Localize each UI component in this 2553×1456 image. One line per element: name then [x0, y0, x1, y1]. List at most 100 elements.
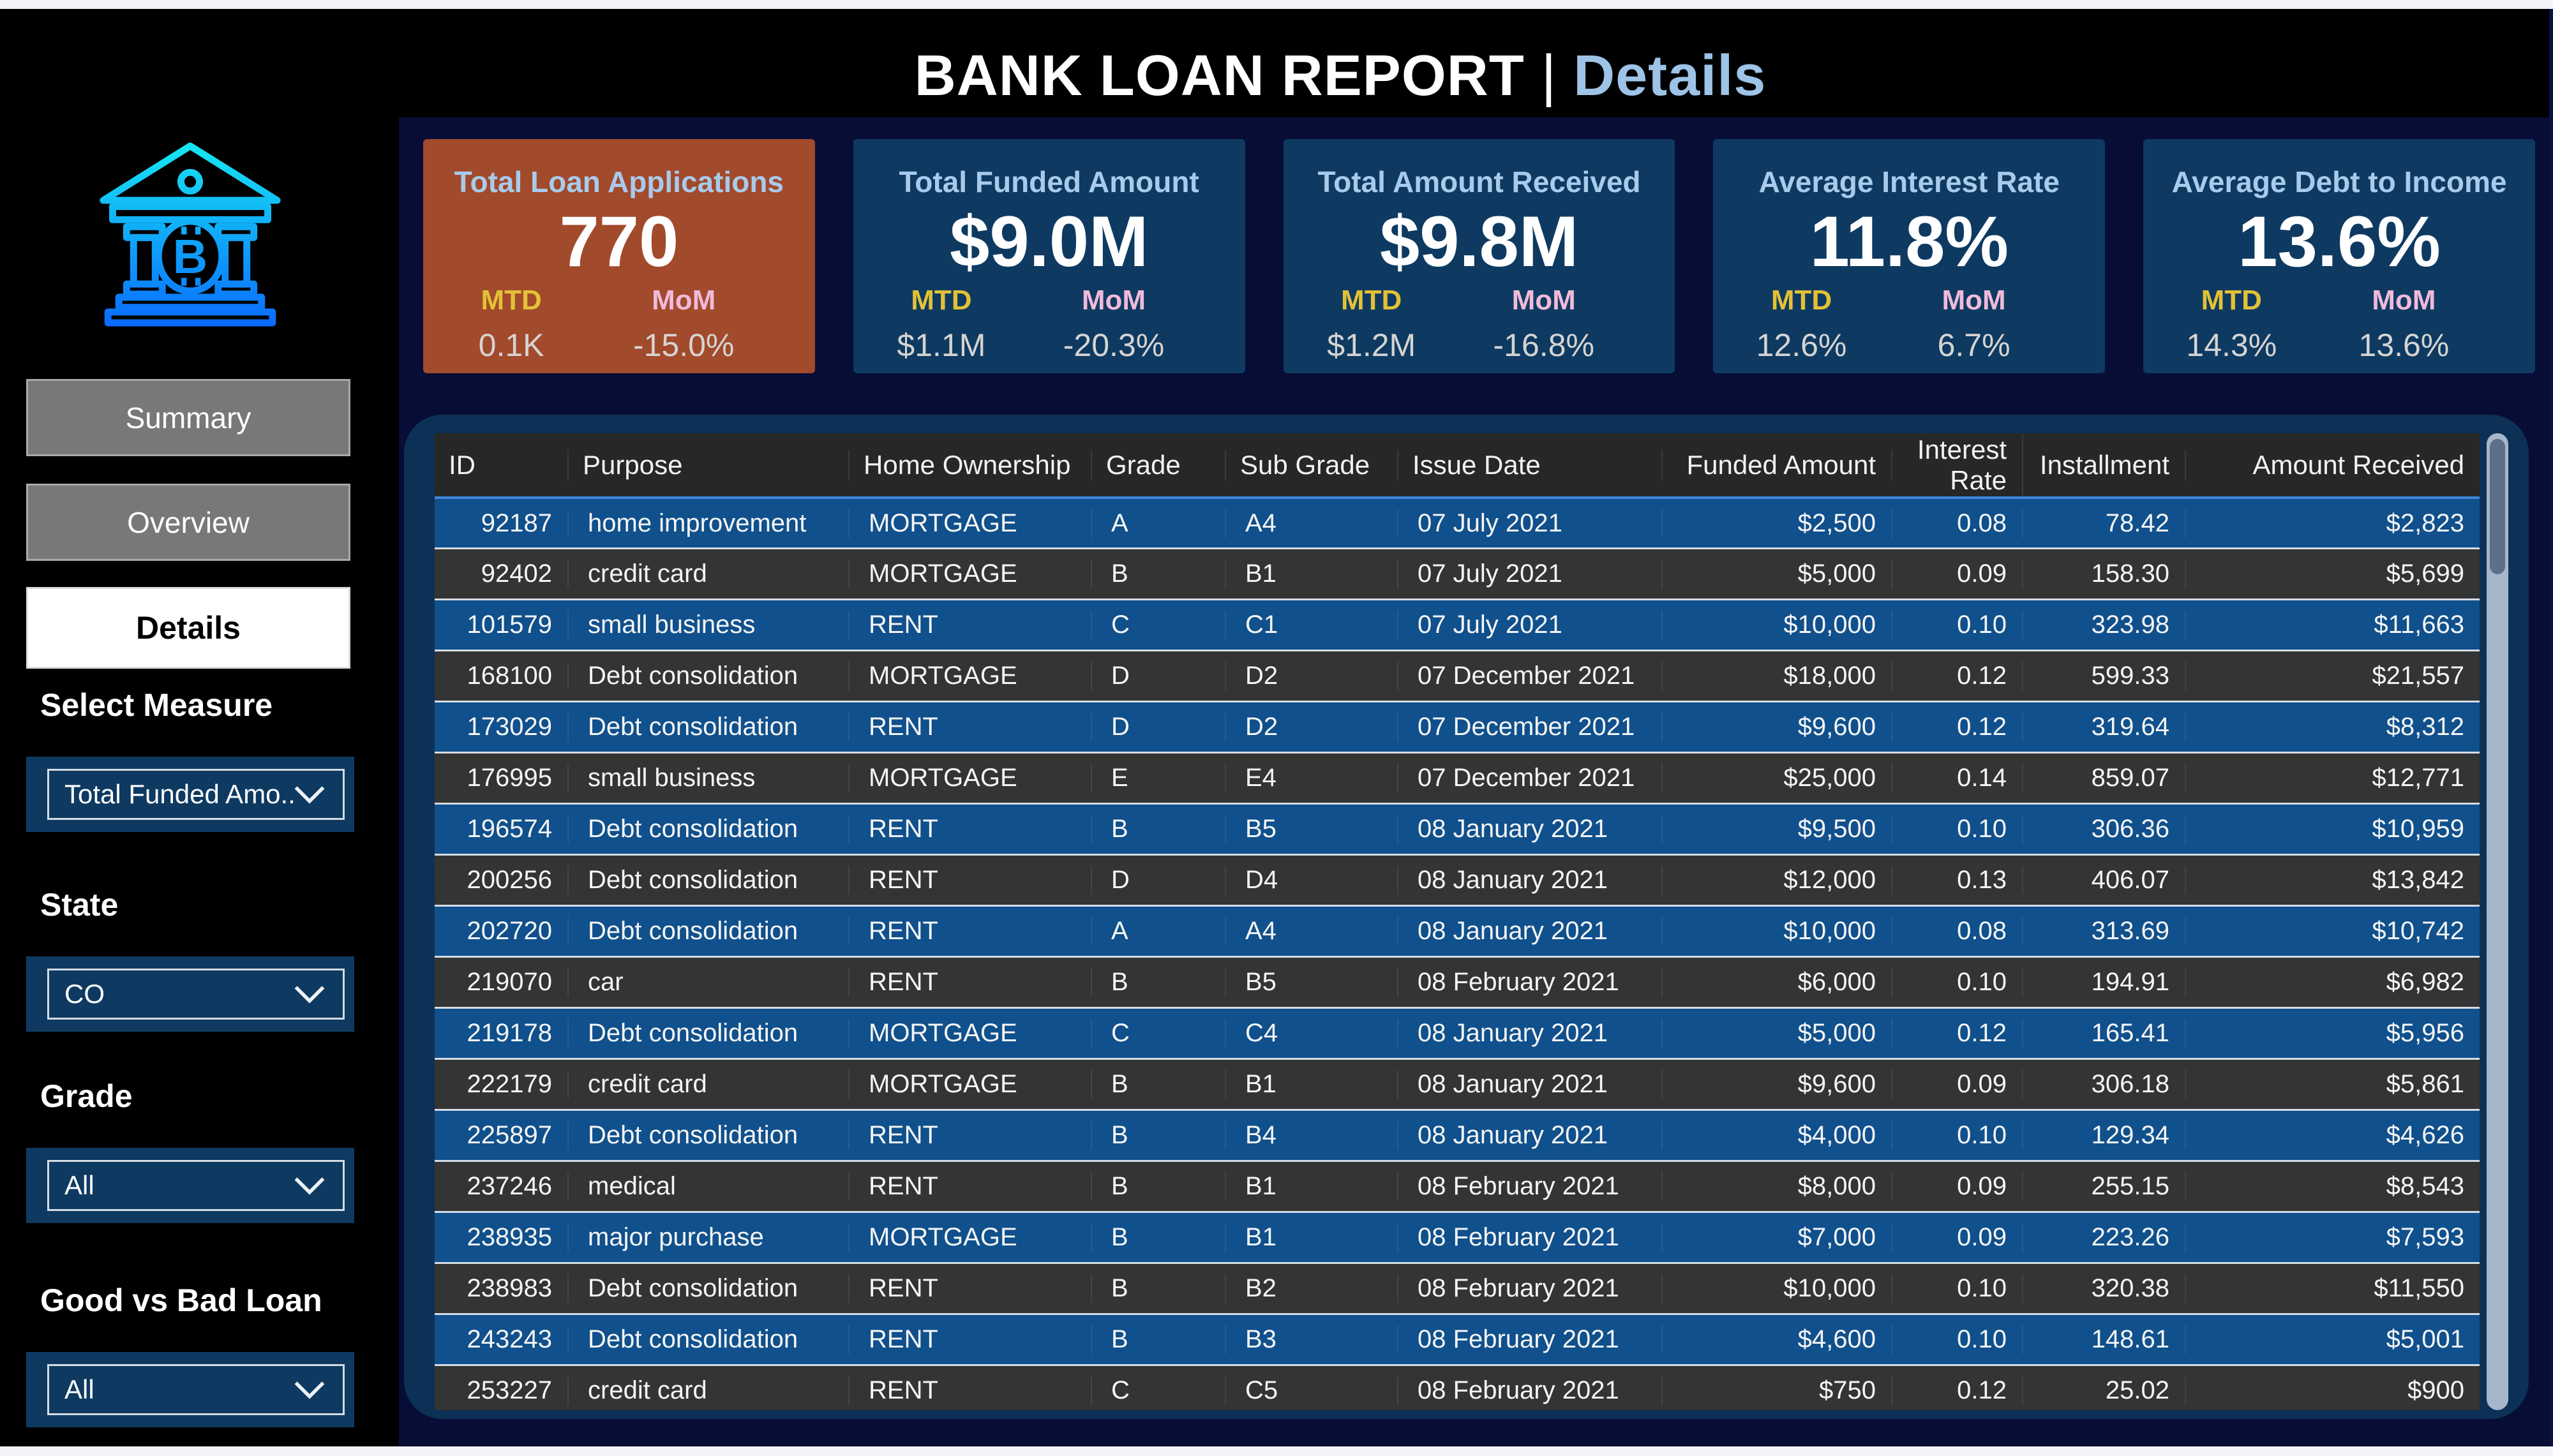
kpi-mom-block: MoM 6.7% — [1890, 285, 2058, 364]
column-header-grade[interactable]: Grade — [1092, 449, 1226, 480]
table-scrollbar[interactable] — [2487, 433, 2508, 1410]
filter-label: Grade — [40, 1078, 133, 1114]
table-row[interactable]: 238935 major purchase MORTGAGE B B1 08 Februa… — [435, 1211, 2480, 1262]
table-row[interactable]: 92402 credit card MORTGAGE B B1 07 July 2021 $… — [435, 547, 2480, 598]
table-row[interactable]: 176995 small business MORTGAGE E E4 07 Decemb… — [435, 752, 2480, 803]
table-cell: 92402 — [435, 560, 569, 588]
nav-button-overview[interactable]: Overview — [26, 484, 350, 561]
table-row[interactable]: 200256 Debt consolidation RENT D D4 08 Januar… — [435, 854, 2480, 905]
table-row[interactable]: 196574 Debt consolidation RENT B B5 08 Januar… — [435, 803, 2480, 854]
kpi-card-total-funded-amount[interactable]: Total Funded Amount $9.0M MTD $1.1M MoM -20.3… — [853, 139, 1245, 373]
nav-button-details[interactable]: Details — [26, 587, 350, 669]
table-cell: 237246 — [435, 1172, 569, 1201]
filter-good-vs-bad-loan-dropdown[interactable]: All — [26, 1352, 354, 1427]
table-cell: $6,000 — [1663, 968, 1892, 997]
table-cell: A — [1092, 917, 1226, 946]
column-header-id[interactable]: ID — [435, 449, 569, 480]
column-header-home-ownership[interactable]: Home Ownership — [850, 449, 1092, 480]
table-cell: $18,000 — [1663, 662, 1892, 690]
table-cell: 255.15 — [2023, 1172, 2186, 1201]
dropdown-box[interactable]: CO — [47, 969, 345, 1020]
table-cell: $10,000 — [1663, 917, 1892, 946]
table-row[interactable]: 253227 credit card RENT C C5 08 February 2021… — [435, 1364, 2480, 1410]
table-cell: C — [1092, 1376, 1226, 1405]
filter-grade-dropdown[interactable]: All — [26, 1148, 354, 1223]
table-cell: 194.91 — [2023, 968, 2186, 997]
table-cell: B4 — [1226, 1121, 1398, 1150]
kpi-card-average-interest-rate[interactable]: Average Interest Rate 11.8% MTD 12.6% MoM 6.7… — [1713, 139, 2106, 373]
table-row[interactable]: 168100 Debt consolidation MORTGAGE D D2 07 De… — [435, 650, 2480, 701]
dropdown-box[interactable]: All — [47, 1160, 345, 1211]
table-row[interactable]: 238983 Debt consolidation RENT B B2 08 Februa… — [435, 1262, 2480, 1313]
table-cell: 25.02 — [2023, 1376, 2186, 1405]
table-cell: 0.12 — [1892, 662, 2023, 690]
table-cell: 222179 — [435, 1070, 569, 1099]
table-cell: 129.34 — [2023, 1121, 2186, 1150]
table-cell: $21,557 — [2372, 662, 2464, 690]
table-cell: 07 July 2021 — [1398, 611, 1663, 639]
kpi-card-average-debt-to-income[interactable]: Average Debt to Income 13.6% MTD 14.3% MoM 13… — [2143, 139, 2535, 373]
filter-label: Select Measure — [40, 687, 273, 723]
table-cell: 07 December 2021 — [1398, 713, 1663, 741]
table-row[interactable]: 173029 Debt consolidation RENT D D2 07 Decemb… — [435, 701, 2480, 752]
table-cell: C5 — [1226, 1376, 1398, 1405]
table-cell: 0.12 — [1892, 1376, 2023, 1405]
mom-label: MoM — [1081, 285, 1146, 316]
column-header-installment[interactable]: Installment — [2023, 449, 2186, 480]
table-row[interactable]: 101579 small business RENT C C1 07 July 2021 $… — [435, 598, 2480, 650]
table-cell: major purchase — [569, 1223, 850, 1252]
table-row[interactable]: 237246 medical RENT B B1 08 February 2021 $8,0… — [435, 1160, 2480, 1211]
table-row[interactable]: 219178 Debt consolidation MORTGAGE C C4 08 Ja… — [435, 1007, 2480, 1058]
table-cell: $7,000 — [1663, 1223, 1892, 1252]
column-header-issue-date[interactable]: Issue Date — [1398, 449, 1663, 480]
table-cell: B2 — [1226, 1274, 1398, 1303]
table-row[interactable]: 243243 Debt consolidation RENT B B3 08 Februa… — [435, 1313, 2480, 1364]
table-cell: A4 — [1226, 509, 1398, 538]
table-cell: $8,000 — [1663, 1172, 1892, 1201]
filter-state-dropdown[interactable]: CO — [26, 956, 354, 1032]
column-header-purpose[interactable]: Purpose — [569, 449, 850, 480]
table-cell: $750 — [1663, 1376, 1892, 1405]
table-cell: D — [1092, 662, 1226, 690]
kpi-card-title: Total Loan Applications — [454, 165, 784, 198]
table-cell: MORTGAGE — [850, 1019, 1092, 1048]
table-cell: C — [1092, 611, 1226, 639]
table-row[interactable]: 222179 credit card MORTGAGE B B1 08 January 2… — [435, 1058, 2480, 1109]
table-row[interactable]: 202720 Debt consolidation RENT A A4 08 Januar… — [435, 905, 2480, 956]
column-header-sub-grade[interactable]: Sub Grade — [1226, 449, 1398, 480]
column-header-funded-amount[interactable]: Funded Amount — [1663, 449, 1892, 480]
kpi-card-total-amount-received[interactable]: Total Amount Received $9.8M MTD $1.2M MoM -16… — [1283, 139, 1675, 373]
table-row[interactable]: 219070 car RENT B B5 08 February 2021 $6,000 0.… — [435, 956, 2480, 1007]
table-cell: $9,500 — [1663, 815, 1892, 843]
kpi-card-total-loan-applications[interactable]: Total Loan Applications 770 MTD 0.1K MoM -15.… — [423, 139, 815, 373]
table-cell: 07 December 2021 — [1398, 662, 1663, 690]
filter-select-measure-dropdown[interactable]: Total Funded Amo... — [26, 757, 354, 832]
table-cell: $8,312 — [2386, 713, 2464, 741]
scrollbar-thumb[interactable] — [2490, 439, 2505, 574]
table-cell: 08 February 2021 — [1398, 1223, 1663, 1252]
table-row[interactable]: 92187 home improvement MORTGAGE A A4 07 July … — [435, 496, 2480, 547]
nav-button-label: Summary — [125, 401, 251, 435]
mom-value: -20.3% — [1063, 327, 1165, 363]
table-cell: 223.26 — [2023, 1223, 2186, 1252]
dropdown-box[interactable]: All — [47, 1364, 345, 1415]
table-cell: 225897 — [435, 1121, 569, 1150]
mtd-value: $1.1M — [897, 327, 986, 363]
mom-label: MoM — [2372, 285, 2436, 316]
table-cell: 0.10 — [1892, 1325, 2023, 1354]
column-header-interest-rate[interactable]: Interest Rate — [1892, 434, 2023, 496]
column-header-amount-received[interactable]: Amount Received — [2252, 449, 2464, 480]
nav-button-summary[interactable]: Summary — [26, 379, 350, 456]
kpi-mom-block: MoM 13.6% — [2319, 285, 2488, 364]
table-cell: small business — [569, 611, 850, 639]
table-cell: B — [1092, 1274, 1226, 1303]
table-cell: $9,600 — [1663, 713, 1892, 741]
filter-group-select-measure: Select Measure Total Funded Amo... — [26, 687, 354, 832]
dropdown-box[interactable]: Total Funded Amo... — [47, 769, 345, 820]
table-row[interactable]: 225897 Debt consolidation RENT B B4 08 Januar… — [435, 1109, 2480, 1160]
table-cell: 196574 — [435, 815, 569, 843]
bank-logo-icon: B — [89, 131, 291, 334]
table-cell: 92187 — [435, 509, 569, 538]
table-cell: MORTGAGE — [850, 662, 1092, 690]
filter-group-good-vs-bad-loan: Good vs Bad Loan All — [26, 1282, 354, 1427]
